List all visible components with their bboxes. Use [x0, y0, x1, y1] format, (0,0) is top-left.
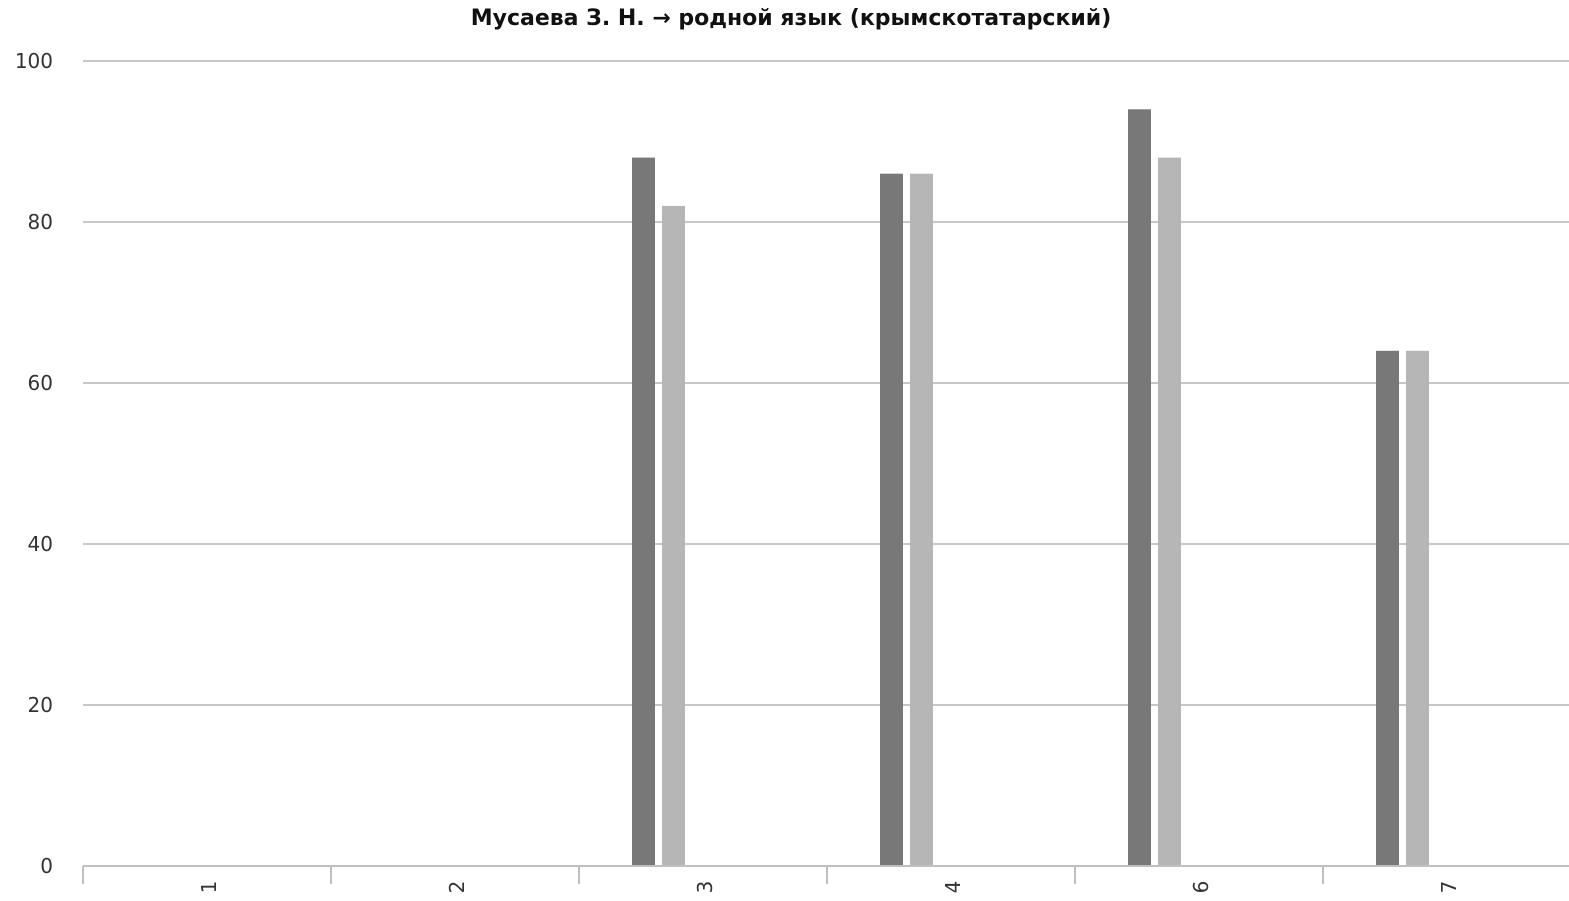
x-tick-label: 1	[197, 881, 221, 894]
x-tick-label: 7	[1437, 881, 1461, 894]
x-tick-label: 2	[445, 881, 469, 894]
bar	[1128, 109, 1151, 867]
x-tick-label: 6	[1189, 881, 1213, 894]
bar	[662, 205, 685, 866]
x-axis-ticks: 1 2 3 4 6 7	[197, 881, 1461, 894]
bar	[632, 157, 655, 867]
y-tick-label: 40	[28, 532, 53, 556]
bars	[632, 109, 1429, 867]
y-tick-label: 20	[28, 693, 53, 717]
y-tick-label: 0	[40, 854, 53, 878]
y-axis-ticks: 0 20 40 60 80 100	[15, 49, 53, 878]
bar	[910, 173, 933, 866]
bar	[880, 173, 903, 866]
x-axis	[82, 865, 1569, 884]
gridlines	[83, 60, 1569, 706]
bar	[1376, 350, 1399, 866]
y-tick-label: 100	[15, 49, 53, 73]
chart-title: Мусаева З. Н. → родной язык (крымскотата…	[470, 6, 1112, 31]
x-tick-label: 4	[941, 881, 965, 894]
x-tick-label: 3	[693, 881, 717, 894]
y-tick-label: 80	[28, 210, 53, 234]
bar	[1406, 350, 1429, 866]
y-tick-label: 60	[28, 371, 53, 395]
bar	[1158, 157, 1181, 867]
